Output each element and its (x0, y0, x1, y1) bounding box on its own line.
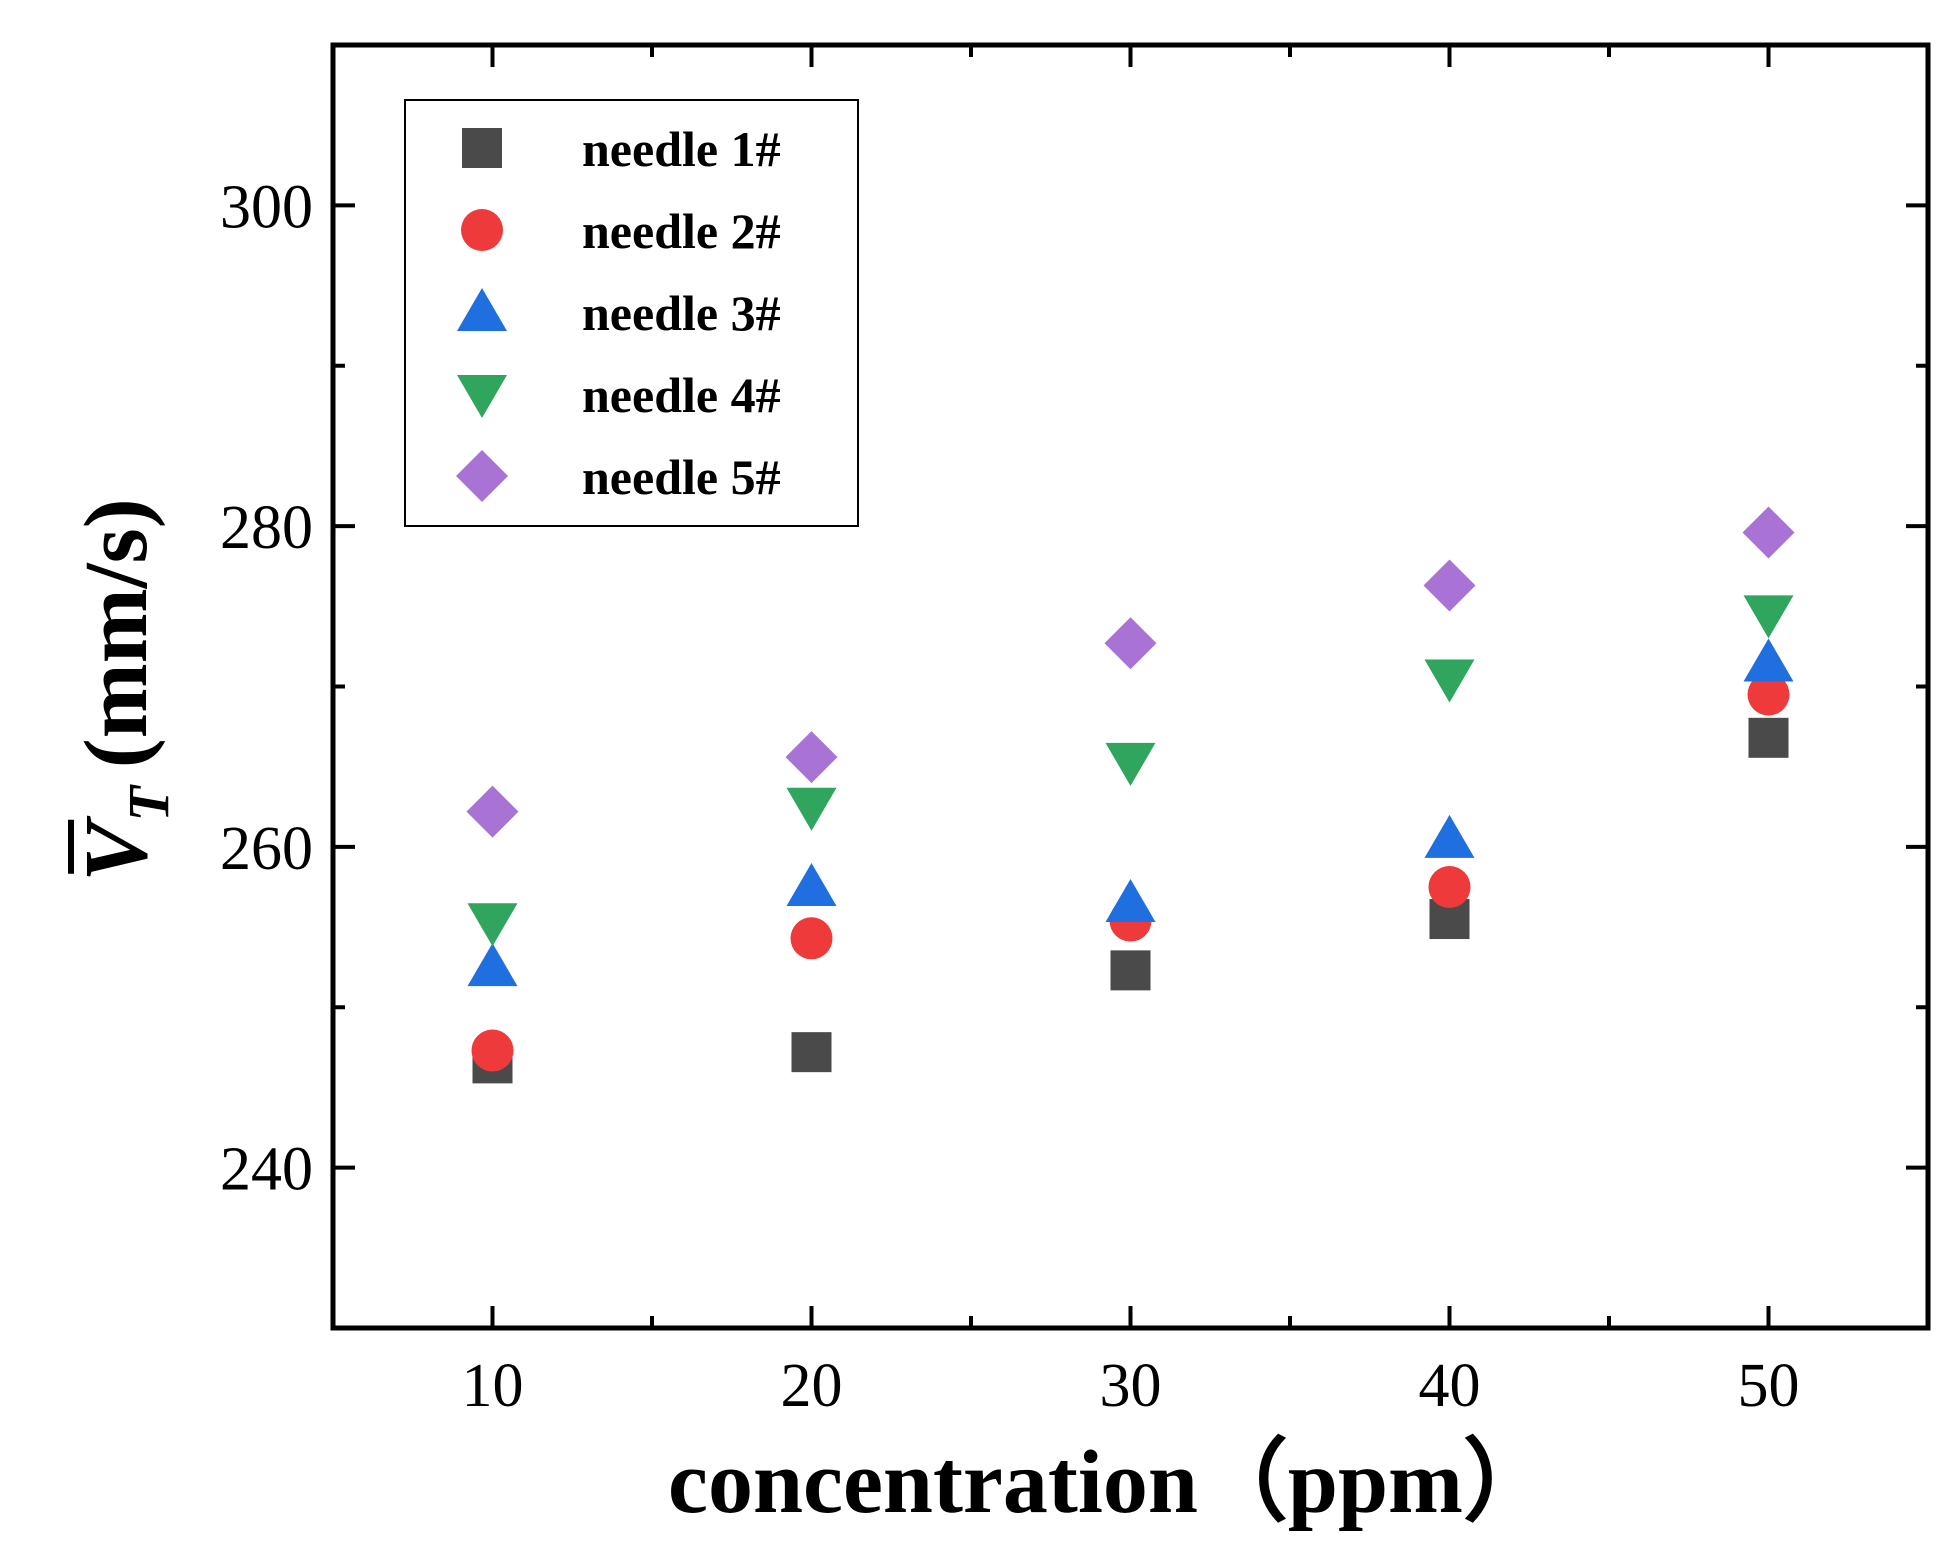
legend-item: needle 1# (462, 121, 781, 177)
data-point-series-1 (1110, 950, 1151, 991)
data-point-series-2 (1747, 673, 1790, 716)
data-point-series-5 (1104, 617, 1157, 670)
data-point-series-3 (1105, 879, 1156, 923)
data-points (466, 506, 1795, 1084)
legend-marker (462, 128, 502, 168)
legend-marker (457, 375, 507, 418)
legend-label: needle 5# (582, 449, 781, 505)
legend-item: needle 2# (461, 203, 781, 259)
y-axis-subscript: T (116, 784, 181, 822)
data-point-series-5 (466, 785, 519, 838)
legend-item: needle 4# (457, 367, 781, 423)
data-point-series-2 (471, 1029, 514, 1072)
legend-marker (457, 288, 507, 331)
x-tick-label: 20 (781, 1352, 843, 1420)
legend-marker (461, 209, 503, 251)
data-point-series-2 (1428, 865, 1471, 908)
y-tick-label: 260 (220, 815, 313, 883)
legend-label: needle 1# (582, 121, 781, 177)
legend-item: needle 5# (456, 449, 781, 505)
y-axis-title: VT (mm/s) (67, 498, 181, 881)
legend: needle 1# needle 2# needle 3# needle 4# need… (404, 99, 859, 527)
data-point-series-1 (791, 1032, 832, 1073)
data-point-series-4 (1424, 659, 1475, 703)
data-point-series-3 (786, 862, 837, 906)
legend-marker (456, 450, 508, 502)
y-tick-label: 280 (220, 494, 313, 562)
data-point-series-5 (785, 731, 838, 784)
data-point-series-4 (1105, 742, 1156, 786)
x-tick-label: 30 (1100, 1352, 1162, 1420)
legend-label: needle 2# (582, 203, 781, 259)
legend-label: needle 3# (582, 285, 781, 341)
data-point-series-2 (790, 917, 833, 960)
axis-tick-labels: 10 20 30 40 50 240 260 280 300 (220, 173, 1800, 1420)
data-point-series-5 (1423, 559, 1476, 612)
data-point-series-5 (1742, 506, 1795, 559)
data-point-series-3 (1743, 638, 1794, 682)
y-axis-units: (mm/s) (67, 498, 166, 768)
x-axis-title: concentration（ppm） (668, 1433, 1553, 1532)
data-point-series-1 (1748, 717, 1789, 758)
x-tick-label: 50 (1738, 1352, 1800, 1420)
y-tick-label: 240 (220, 1136, 313, 1204)
data-point-series-4 (1743, 595, 1794, 639)
x-tick-label: 10 (462, 1352, 524, 1420)
svg-text:VT(mm/s): VT (mm/s) (67, 498, 181, 881)
plot-frame (330, 42, 1931, 1331)
legend-item: needle 3# (457, 285, 781, 341)
legend-label: needle 4# (582, 367, 781, 423)
x-tick-label: 40 (1419, 1352, 1481, 1420)
y-tick-label: 300 (220, 173, 313, 241)
data-point-series-3 (467, 943, 518, 987)
data-point-series-4 (467, 903, 518, 947)
data-point-series-4 (786, 787, 837, 831)
data-point-series-3 (1424, 814, 1475, 858)
y-axis-symbol: V (67, 815, 166, 882)
